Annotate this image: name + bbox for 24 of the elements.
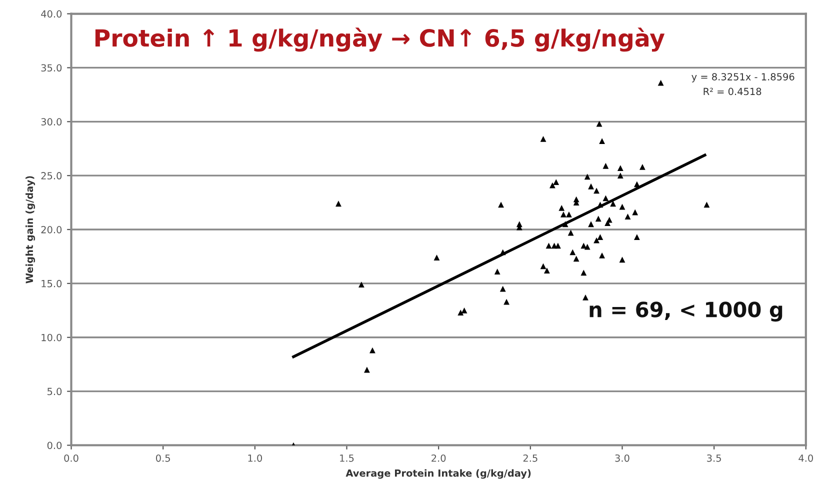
y-tick-label: 25.0 [41,172,62,180]
annotation: R² = 0.4518 [704,88,762,96]
x-tick-label: 4.0 [798,454,813,462]
annotation: y = 8.3251x - 1.8596 [692,73,794,82]
x-tick-label: 3.5 [707,454,721,462]
y-tick-label: 30.0 [41,118,62,126]
y-tick-label: 15.0 [42,280,62,288]
y-axis-title: Weight gain (g/day) [26,176,36,284]
annotation: n = 69, < 1000 g [590,302,782,322]
x-axis-title: Average Protein Intake (g/kg/day) [346,469,531,479]
y-tick-label: 0.0 [47,442,62,450]
x-tick-label: 0.0 [64,454,78,462]
x-tick-label: 0.5 [156,454,170,462]
x-tick-label: 1.5 [340,454,354,462]
y-tick-label: 35.0 [41,64,62,72]
text: Protein ↑ 1 g/kg/ngày → CN↑ 6,5 g/kg/ngày [95,28,665,52]
x-tick-label: 2.5 [523,454,538,462]
y-tick-label: 10.0 [42,334,62,342]
y-tick-label: 5.0 [48,388,62,396]
y-tick-label: 20.0 [41,226,62,234]
x-tick-label: 3.0 [615,454,630,462]
x-tick-label: 2.0 [432,454,446,462]
y-tick-label: 40.0 [41,10,62,18]
x-tick-label: 1.0 [248,454,262,462]
